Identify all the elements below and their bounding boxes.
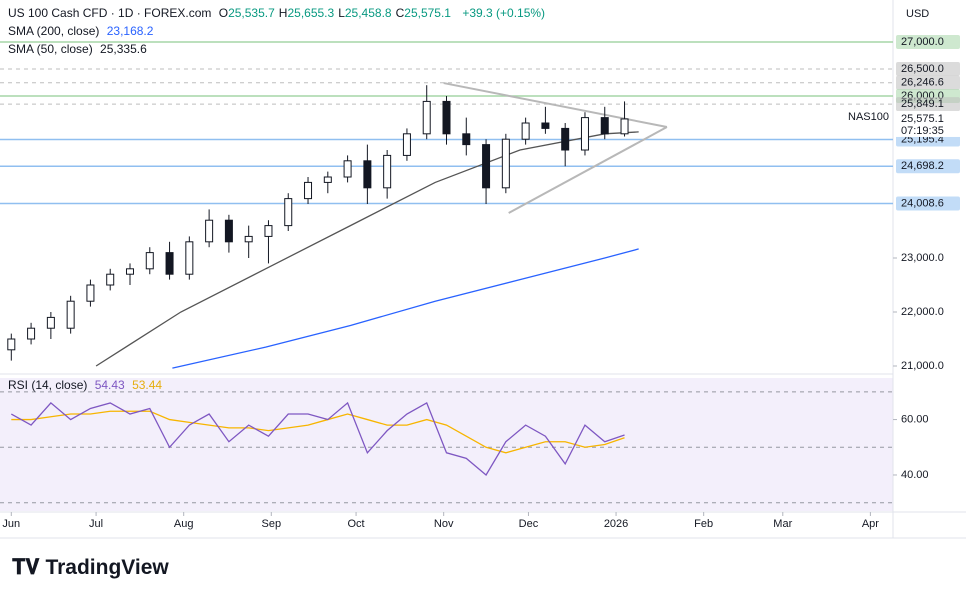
legend-name: RSI (14, close) [8,378,88,392]
ohlc-value: 25,575.1 [404,6,451,20]
candle-body [501,138,510,189]
x-tick-label: Mar [773,518,792,530]
candle-body [442,100,451,135]
countdown: 07:19:35 [901,125,944,137]
legend-value: 23,168.2 [106,24,154,38]
ohlc-key: L [338,6,345,20]
candle-body [304,181,313,200]
last-price-label: 25,575.1 [901,113,944,125]
rsi-tick-label: 40.00 [901,469,929,481]
level-box [896,97,960,112]
x-tick-label: Aug [174,518,194,530]
candle-body [66,300,75,329]
candle-body [7,338,16,351]
candle-body [620,118,629,135]
trendline [508,126,668,214]
level-label: 27,000.0 [901,36,944,48]
x-tick-label: Dec [519,518,539,530]
ohlc: O25,535.7 H25,655.3 L25,458.8 C25,575.1 [219,6,455,20]
currency: USD [906,8,929,20]
level-label: 26,500.0 [901,63,944,75]
brand: 𝐓𝐕 TradingView [12,556,169,579]
sma200-legend: SMA (200, close) 23,168.2 [8,24,157,38]
rsi-legend: RSI (14, close) 54.43 53.44 [8,378,166,392]
ohlc-value: 25,458.8 [344,6,392,20]
rsi-tick-label: 60.00 [901,413,929,425]
change: +39.3 (+0.15%) [462,6,546,20]
candle-body [185,241,194,275]
candle-body [383,154,392,189]
candle-body [264,225,273,237]
candle-body [541,122,550,129]
candle-body [363,160,372,189]
rsi-line [10,401,625,476]
candle-body [224,219,233,243]
candle-body [482,144,491,189]
candle-body [422,100,431,135]
x-tick-label: Jul [89,518,103,530]
symbol-label: NAS100 [848,111,889,123]
candle-body [46,316,55,329]
title: US 100 Cash CFD · 1D · FOREX.com [8,6,212,20]
candle-body [561,127,570,151]
sma-line [95,131,639,367]
ohlc-key: H [278,6,288,20]
rsi-background [0,378,893,511]
candle-body [145,252,154,270]
rsi-line [11,410,625,454]
candle-body [343,160,352,178]
candle-body [165,252,174,275]
candle-body [106,273,115,286]
ohlc-key: O [218,6,229,20]
candle-body [600,117,609,135]
level-box [896,75,960,90]
level-label: 25,849.1 [901,98,944,110]
ohlc-key: C [395,6,405,20]
x-tick-label: Jun [2,518,20,530]
level-label: 26,246.6 [901,77,944,89]
legend-value: 25,335.6 [100,42,147,56]
sma50-legend: SMA (50, close) 25,335.6 [8,42,151,56]
level-box [896,35,960,50]
level-label: 24,698.2 [901,160,944,172]
trendline [443,82,668,128]
ohlc-value: 25,535.7 [228,6,275,20]
candle-body [205,219,214,243]
candle-body [86,284,95,302]
legend-name: SMA (50, close) [8,42,93,56]
y-tick-label: 23,000.0 [901,252,944,264]
last-price-box [896,110,960,137]
candle-body [462,133,471,146]
x-tick-label: Apr [862,518,879,530]
candle-body [580,117,589,151]
y-tick-label: 21,000.0 [901,360,944,372]
y-tick-label: 22,000.0 [901,306,944,318]
x-tick-label: Oct [348,518,365,530]
x-tick-label: Feb [694,518,713,530]
header-line: US 100 Cash CFD · 1D · FOREX.com O25,535… [8,6,549,20]
legend-name: SMA (200, close) [8,24,100,38]
legend-value: 53.44 [132,378,163,392]
candle-body [125,268,134,275]
x-tick-label: 2026 [604,518,628,530]
sma-line [172,248,639,369]
candle-body [323,176,332,183]
candle-body [402,133,411,156]
brand-text: TradingView [45,556,169,579]
level-box [896,159,960,174]
candle-body [244,235,253,243]
level-box [896,196,960,211]
candle-body [27,327,36,340]
x-tick-label: Nov [434,518,454,530]
candle-body [284,198,293,227]
legend-value: 54.43 [94,378,125,392]
level-label: 24,008.6 [901,197,944,209]
candle-body [521,122,530,140]
level-box [896,62,960,77]
ohlc-value: 25,655.3 [287,6,335,20]
x-tick-label: Sep [262,518,282,530]
